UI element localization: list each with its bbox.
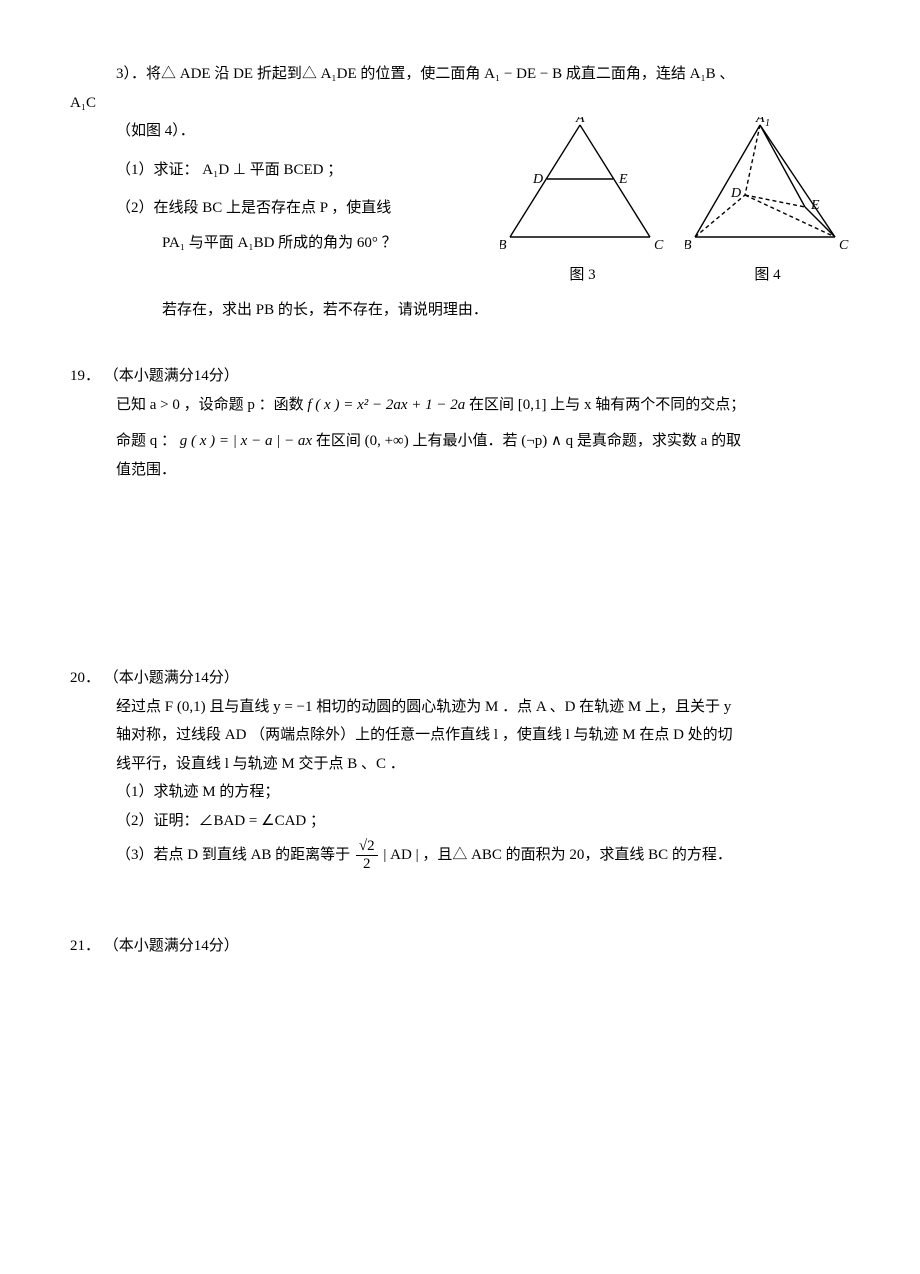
q20-l2: 轴对称，过线段 AD （两端点除外）上的任意一点作直线 l ，使直线 l 与轨迹… — [70, 721, 850, 750]
q19-line2: 命题 q ： g ( x ) = | x − a | − ax 在区间 (0, … — [70, 427, 850, 456]
q21-number: 21． — [70, 938, 100, 954]
svg-text:B: B — [500, 238, 507, 253]
svg-text:B: B — [685, 238, 692, 253]
q20-p3-frac-den: 2 — [356, 856, 378, 872]
q20-l3: 线平行，设直线 l 与轨迹 M 交于点 B 、C ． — [70, 750, 850, 779]
q21-block: 21． （本小题满分14分） — [70, 932, 850, 961]
q20-p3: （3）若点 D 到直线 AB 的距离等于 √2 2 | AD | ，且△ ABC… — [70, 839, 850, 872]
svg-text:D: D — [730, 186, 741, 201]
figure-4-svg: A1 B C D E — [685, 117, 850, 257]
q19-line1: 已知 a > 0 ，设命题 p ：函数 f ( x ) = x² − 2ax +… — [70, 391, 850, 420]
figure-3: A B C D E 图 3 — [500, 117, 665, 290]
figure-3-svg: A B C D E — [500, 117, 665, 257]
q20-p3-frac-num: √2 — [356, 839, 378, 856]
svg-text:D: D — [532, 172, 543, 187]
q18-part1: （1）求证： A₁D ⊥ 平面 BCED ； — [70, 156, 490, 185]
q19-fx: f ( x ) = x² − 2ax + 1 − 2a — [307, 397, 465, 413]
figure-4: A1 B C D E 图 4 — [685, 117, 850, 290]
svg-text:A: A — [575, 117, 585, 126]
figure-4-caption: 图 4 — [754, 261, 780, 290]
q20-mark: （本小题满分14分） — [104, 670, 239, 686]
q18-intro: 3）．将△ ADE 沿 DE 折起到△ A₁DE 的位置，使二面角 A₁ − D… — [70, 60, 840, 89]
q18-part2-l2: PA₁ 与平面 A₁BD 所成的角为 60° ？ — [70, 229, 490, 258]
svg-text:C: C — [839, 238, 849, 253]
q20-block: 20． （本小题满分14分） 经过点 F (0,1) 且与直线 y = −1 相… — [70, 664, 850, 872]
q20-p2: （2）证明：∠BAD = ∠CAD ； — [70, 807, 850, 836]
q19-line3: 值范围． — [70, 456, 850, 485]
q19-gx: g ( x ) = | x − a | − ax — [180, 433, 312, 449]
q18-part2-l1: （2）在线段 BC 上是否存在点 P ，使直线 — [70, 194, 490, 223]
q21-mark: （本小题满分14分） — [104, 938, 239, 954]
q20-p3-mid: | AD | ，且△ ABC 的面积为 20，求直线 BC 的方程． — [383, 847, 732, 863]
figure-3-caption: 图 3 — [569, 261, 595, 290]
q20-p1: （1）求轨迹 M 的方程； — [70, 778, 850, 807]
q18-a1c: A₁C — [70, 89, 850, 118]
q19-line2-pre: 命题 q ： — [116, 433, 180, 449]
q18-part2-l3: 若存在，求出 PB 的长，若不存在，请说明理由． — [70, 296, 850, 325]
q18-fignote: （如图 4）． — [70, 117, 490, 146]
svg-text:E: E — [618, 172, 628, 187]
q19-line1-pre: 已知 a > 0 ，设命题 p ：函数 — [116, 397, 307, 413]
q19-line2-mid: 在区间 (0, +∞) 上有最小值．若 (¬p) ∧ q 是真命题，求实数 a … — [316, 433, 741, 449]
svg-text:1: 1 — [765, 118, 770, 129]
q19-number: 19． — [70, 368, 100, 384]
q20-p3-pre: （3）若点 D 到直线 AB 的距离等于 — [116, 847, 354, 863]
q19-block: 19． （本小题满分14分） 已知 a > 0 ，设命题 p ：函数 f ( x… — [70, 362, 850, 484]
q20-p3-frac: √2 2 — [356, 839, 378, 872]
q20-l1: 经过点 F (0,1) 且与直线 y = −1 相切的动圆的圆心轨迹为 M ．点… — [70, 693, 850, 722]
q19-line1-post: 在区间 [0,1] 上与 x 轴有两个不同的交点； — [469, 397, 745, 413]
q18-block: 3）．将△ ADE 沿 DE 折起到△ A₁DE 的位置，使二面角 A₁ − D… — [70, 60, 850, 324]
svg-text:C: C — [654, 238, 664, 253]
q19-mark: （本小题满分14分） — [104, 368, 239, 384]
svg-text:A: A — [755, 117, 765, 126]
q20-number: 20． — [70, 670, 100, 686]
svg-text:E: E — [810, 198, 820, 213]
